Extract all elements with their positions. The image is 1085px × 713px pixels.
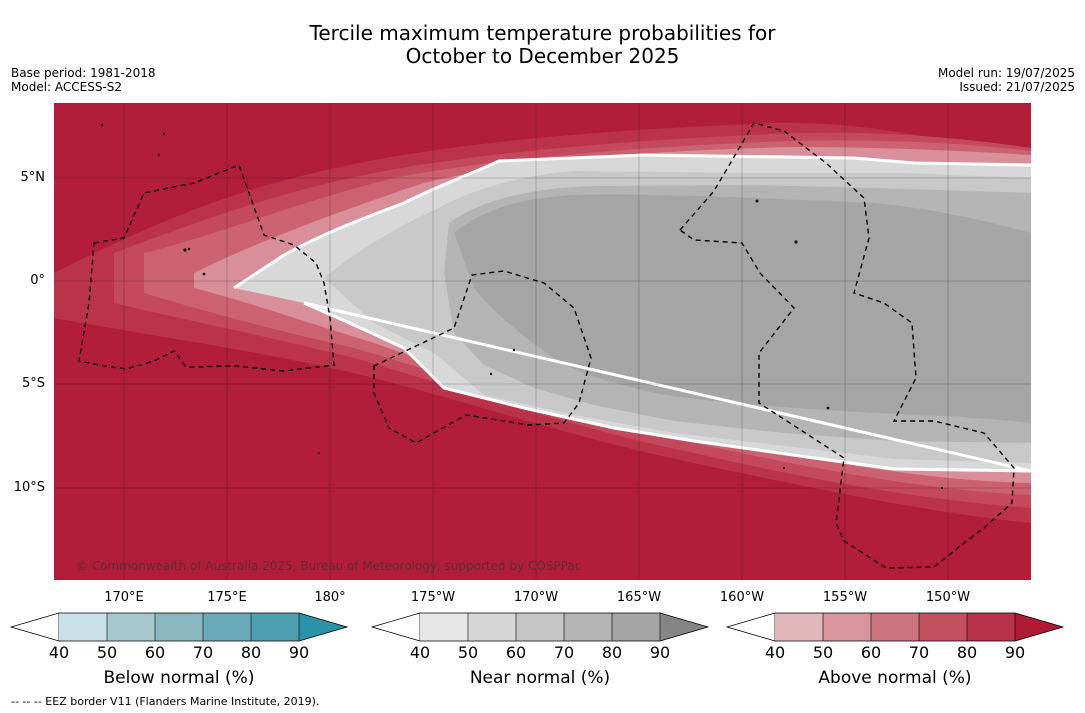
- model-run-text: Model run: 19/07/2025: [937, 66, 1075, 80]
- below-normal-tick-50: 50: [96, 643, 118, 662]
- near-normal-tick-80: 80: [601, 643, 623, 662]
- lat-label-10s: 10°S: [13, 480, 45, 495]
- below-normal-swatch-70: [203, 613, 251, 641]
- below-normal-swatch-80: [251, 613, 299, 641]
- eez-borders: [78, 122, 1015, 569]
- above-normal-swatch-50: [823, 613, 871, 641]
- near-normal-swatch-60: [516, 613, 564, 641]
- above-normal-tick-80: 80: [956, 643, 978, 662]
- model-text: Model: ACCESS-S2: [11, 80, 123, 94]
- islands: [100, 123, 944, 490]
- near-normal-tick-40: 40: [409, 643, 431, 662]
- near-normal-tick-90: 90: [649, 643, 671, 662]
- lon-label-170e: 170°E: [104, 590, 144, 605]
- above-normal-swatch-40: [775, 613, 823, 641]
- below-normal-upper-extension: [299, 613, 347, 641]
- above-normal-tick-40: 40: [764, 643, 786, 662]
- map-title: Tercile maximum temperature probabilitie…: [0, 22, 1085, 68]
- above-normal-colorbar: [726, 612, 1066, 642]
- below-normal-colorbar: [10, 612, 350, 642]
- copyright-notice: © Commonwealth of Australia 2025, Bureau…: [76, 559, 582, 573]
- above-normal-swatch-70: [919, 613, 967, 641]
- near-normal-swatch-50: [468, 613, 516, 641]
- near-normal-title: Near normal (%): [469, 668, 611, 688]
- eez-footnote: -- -- -- EEZ border V11 (Flanders Marine…: [11, 695, 320, 708]
- below-normal-tick-90: 90: [288, 643, 310, 662]
- near-normal-70-region: [454, 194, 1031, 423]
- below-normal-tick-60: 60: [144, 643, 166, 662]
- map-title-line2: October to December 2025: [405, 44, 680, 68]
- lat-label-0: 0°: [30, 273, 45, 288]
- lon-label-175e: 175°E: [207, 590, 247, 605]
- near-normal-swatch-40: [420, 613, 468, 641]
- lon-label-175w: 175°W: [410, 590, 456, 605]
- metadata-right: Model run: 19/07/2025 Issued: 21/07/2025: [938, 66, 1075, 94]
- metadata-left: Base period: 1981-2018 Model: ACCESS-S2: [11, 66, 156, 94]
- above-normal-lower-extension: [726, 612, 776, 642]
- issued-text: Issued: 21/07/2025: [959, 80, 1075, 94]
- probability-field: [54, 103, 1031, 580]
- eez-border-west: [78, 164, 335, 372]
- lon-label-180: 180°: [314, 590, 346, 605]
- near-normal-upper-extension: [660, 613, 708, 641]
- eez-border-central: [373, 270, 592, 444]
- forecast-map: © Commonwealth of Australia 2025, Bureau…: [54, 103, 1031, 580]
- above-normal-title: Above normal (%): [818, 668, 972, 688]
- lon-label-155w: 155°W: [822, 590, 868, 605]
- above-normal-upper-extension: [1015, 613, 1063, 641]
- below-normal-tick-40: 40: [48, 643, 70, 662]
- near-normal-tick-70: 70: [553, 643, 575, 662]
- above-normal-tick-90: 90: [1004, 643, 1026, 662]
- lon-label-150w: 150°W: [925, 590, 971, 605]
- lon-label-170w: 170°W: [513, 590, 559, 605]
- below-normal-swatch-60: [155, 613, 203, 641]
- near-normal-boundary-line: [233, 153, 1031, 473]
- near-normal-lower-extension: [371, 612, 421, 642]
- above-normal-tick-50: 50: [812, 643, 834, 662]
- lon-label-165w: 165°W: [616, 590, 662, 605]
- lat-label-5s: 5°S: [21, 376, 45, 391]
- near-normal-tick-50: 50: [457, 643, 479, 662]
- near-normal-colorbar: [371, 612, 711, 642]
- lat-label-5n: 5°N: [20, 170, 46, 185]
- eez-border-east: [678, 122, 1015, 569]
- map-title-line1: Tercile maximum temperature probabilitie…: [309, 21, 776, 45]
- near-normal-swatch-80: [612, 613, 660, 641]
- graticule: [54, 103, 1031, 580]
- below-normal-swatch-50: [107, 613, 155, 641]
- below-normal-tick-70: 70: [192, 643, 214, 662]
- below-normal-tick-80: 80: [240, 643, 262, 662]
- above-normal-swatch-80: [967, 613, 1015, 641]
- near-normal-tick-60: 60: [505, 643, 527, 662]
- base-period-text: Base period: 1981-2018: [11, 66, 156, 80]
- below-normal-title: Below normal (%): [103, 668, 255, 688]
- above-normal-tick-70: 70: [908, 643, 930, 662]
- near-normal-swatch-70: [564, 613, 612, 641]
- above-normal-swatch-60: [871, 613, 919, 641]
- below-normal-lower-extension: [10, 612, 60, 642]
- below-normal-swatch-40: [59, 613, 107, 641]
- lon-label-160w: 160°W: [719, 590, 765, 605]
- above-normal-tick-60: 60: [860, 643, 882, 662]
